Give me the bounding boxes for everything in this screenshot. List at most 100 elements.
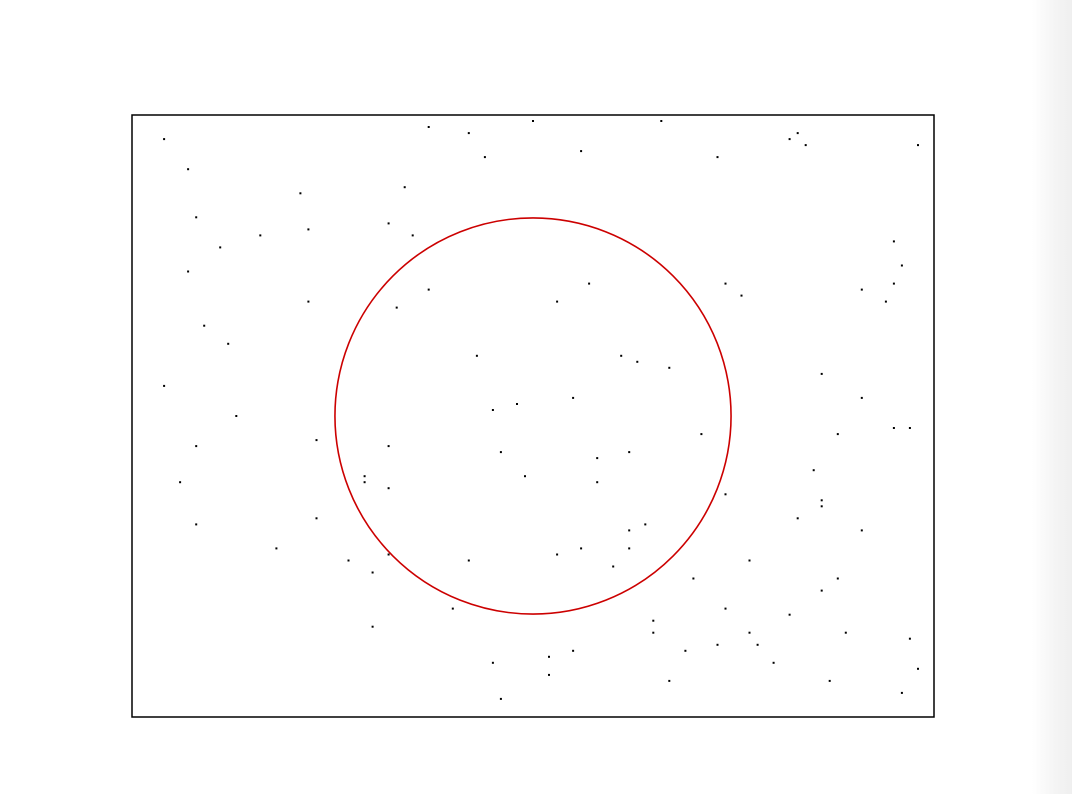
scatter-point [275, 547, 278, 550]
scatter-point [483, 156, 486, 159]
scatter-point [620, 354, 623, 357]
scatter-point [796, 132, 799, 135]
scatter-point [844, 631, 847, 634]
scatter-point [748, 559, 751, 562]
scatter-point [917, 144, 919, 147]
scatter-point [315, 439, 318, 442]
scatter-point [644, 523, 647, 526]
scatter-point [836, 577, 839, 580]
scatter-point [387, 487, 390, 490]
scatter-point [716, 643, 719, 646]
scatter-point [548, 655, 550, 658]
scatter-point [692, 577, 695, 580]
scatter-point [836, 433, 839, 436]
scatter-point [652, 619, 655, 622]
scatter-point [588, 282, 591, 285]
scatter-point [307, 300, 310, 303]
scatter-point [596, 481, 599, 484]
scatter-point [219, 246, 222, 249]
scatter-point [195, 216, 198, 219]
scatter-point [387, 445, 390, 448]
scatter-point [740, 294, 743, 297]
scatter-point [724, 607, 727, 610]
scatter-point [628, 451, 631, 454]
circle-boundary [334, 217, 732, 615]
scatter-point [860, 288, 863, 291]
scatter-point [716, 156, 719, 159]
scatter-point [724, 282, 727, 285]
scatter-point [908, 427, 911, 429]
scatter-point [451, 607, 454, 610]
axes-frame [131, 114, 935, 718]
scatter-point [668, 366, 671, 369]
scatter-point [179, 481, 182, 484]
scatter-point [259, 234, 262, 237]
scatter-point [700, 433, 703, 436]
scatter-point [371, 571, 374, 574]
scatter-point [475, 354, 478, 357]
scatter-point [427, 126, 430, 128]
scatter-point [572, 649, 575, 652]
scatter-point [363, 475, 366, 478]
scatter-point [820, 372, 823, 375]
scatter-point [628, 529, 631, 532]
scatter-point [187, 168, 190, 171]
scatter-point [652, 631, 655, 634]
scatter-point [163, 384, 166, 387]
scatter-point [203, 324, 206, 327]
scatter-point [828, 679, 831, 682]
scatter-point [556, 553, 559, 556]
scatter-point [499, 451, 502, 454]
scatter-point [371, 625, 374, 628]
scatter-point [227, 342, 230, 345]
scatter-point [860, 529, 863, 532]
scatter-point [628, 547, 631, 550]
points-layer [163, 120, 919, 700]
scatter-point [163, 138, 166, 141]
scatter-point [612, 565, 615, 568]
scatter-point [788, 613, 791, 616]
scatter-point [299, 192, 302, 195]
scatter-point [548, 673, 550, 676]
scatter-point [427, 288, 430, 291]
scatter-point [900, 264, 903, 267]
scatter-point [820, 499, 823, 502]
scatter-point [892, 427, 895, 429]
scatter-point [403, 186, 406, 189]
scatter-point [556, 300, 559, 303]
scatter-point [572, 396, 575, 399]
scatter-point [580, 547, 583, 550]
scatter-point [908, 637, 911, 640]
scatter-point [892, 240, 895, 243]
scatter-point [516, 403, 518, 405]
scatter-point [532, 120, 534, 122]
scatter-point [235, 415, 238, 417]
scatter-point [668, 679, 671, 682]
scatter-point [804, 144, 807, 147]
scatter-point [636, 360, 639, 363]
scatter-point [812, 469, 815, 472]
scatter-point [524, 475, 526, 478]
scatter-point [788, 138, 791, 141]
scatter-point [820, 505, 823, 508]
scatter-point [820, 589, 823, 592]
scatter-point [596, 457, 599, 460]
scatter-point [395, 306, 398, 309]
scatter-point [467, 132, 470, 135]
scatter-point [195, 523, 198, 526]
scatter-point [748, 631, 751, 634]
scatter-point [917, 667, 919, 670]
scatter-point [660, 120, 663, 122]
scatter-point [347, 559, 350, 562]
scatter-point [491, 661, 494, 664]
scatter-point [860, 396, 863, 399]
scatter-point [756, 643, 759, 646]
scatter-point [580, 150, 583, 153]
scatter-point [307, 228, 310, 231]
scatter-point [491, 409, 494, 411]
scatter-point [499, 697, 502, 700]
scatter-point [411, 234, 414, 237]
scatter-point [892, 282, 895, 285]
